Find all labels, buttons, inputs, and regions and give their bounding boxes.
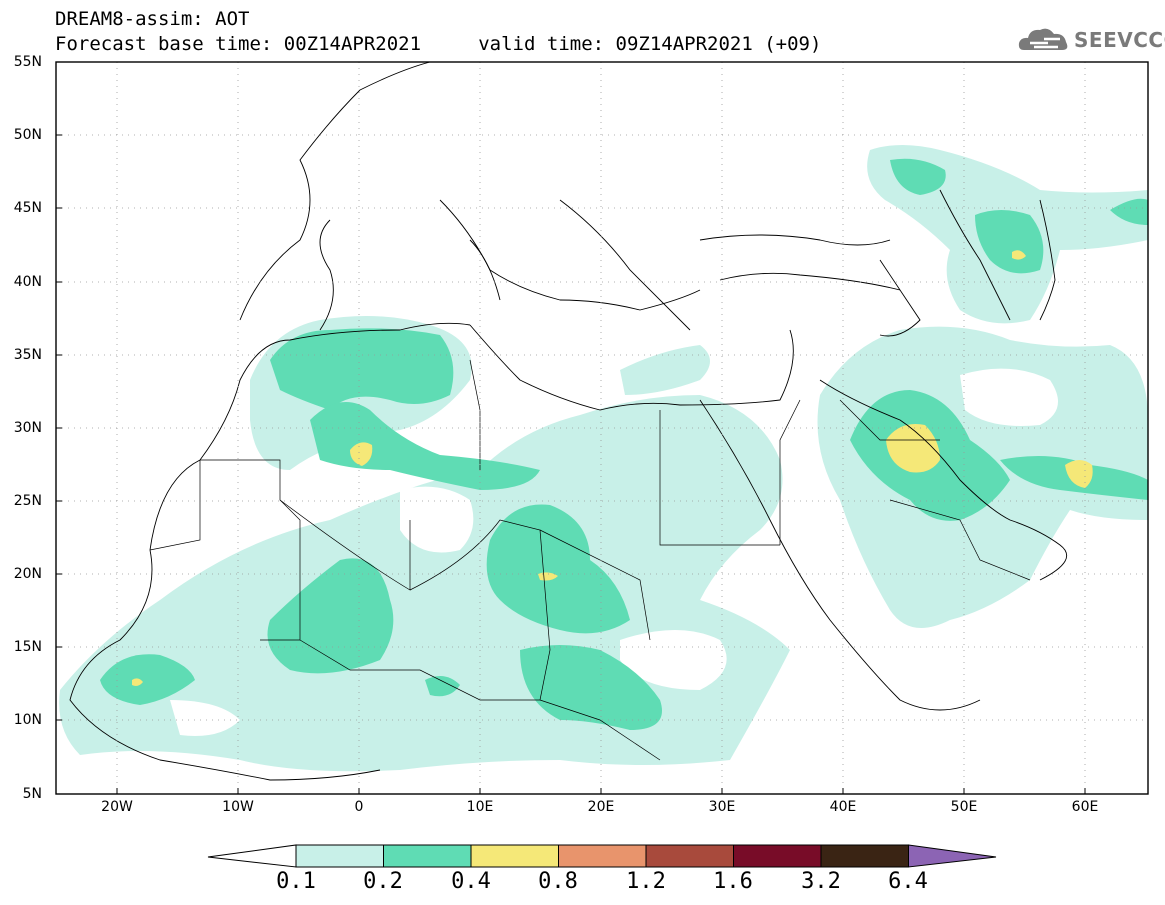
map-title: DREAM8-assim: AOT — [55, 8, 250, 30]
lon-label-20e: 20E — [587, 799, 615, 815]
colorbar-swatch-2 — [383, 844, 472, 868]
lon-label-10e: 10E — [466, 799, 494, 815]
aot-clear-areas — [170, 368, 1058, 736]
country-borders — [149, 359, 1031, 761]
colorbar-swatch-above — [908, 844, 997, 868]
lat-label-10n: 10N — [13, 712, 42, 728]
axis-ticks — [56, 134, 1086, 794]
colorbar-label-6-4: 6.4 — [888, 869, 928, 894]
colorbar-swatch-6 — [733, 844, 822, 868]
colorbar-swatch-3 — [470, 844, 559, 868]
lat-label-50n: 50N — [13, 127, 42, 143]
grid-lines — [56, 62, 1148, 794]
aot-shading-high — [132, 250, 1093, 686]
forecast-time-line: Forecast base time: 00Z14APR2021 valid t… — [55, 33, 822, 55]
coastlines — [69, 62, 1068, 781]
colorbar-swatch-1 — [295, 844, 384, 868]
logo-text: SEEVCCC — [1074, 28, 1165, 52]
lat-label-30n: 30N — [13, 420, 42, 436]
lon-label-60e: 60E — [1071, 799, 1099, 815]
colorbar-label-0-8: 0.8 — [538, 869, 578, 894]
colorbar-label-1-2: 1.2 — [626, 869, 666, 894]
lon-label-10w: 10W — [222, 799, 254, 815]
lon-label-50e: 50E — [950, 799, 978, 815]
colorbar — [207, 844, 997, 868]
colorbar-swatch-below — [207, 844, 297, 868]
lon-label-0: 0 — [354, 799, 364, 815]
lat-label-20n: 20N — [13, 566, 42, 582]
colorbar-swatch-5 — [645, 844, 734, 868]
lat-label-35n: 35N — [13, 347, 42, 363]
lon-label-20w: 20W — [101, 799, 133, 815]
lat-label-45n: 45N — [13, 200, 42, 216]
lat-label-55n: 55N — [13, 54, 42, 70]
colorbar-label-3-2: 3.2 — [801, 869, 841, 894]
colorbar-label-0-2: 0.2 — [363, 869, 403, 894]
colorbar-label-0-4: 0.4 — [451, 869, 491, 894]
colorbar-label-0-1: 0.1 — [276, 869, 316, 894]
colorbar-swatch-4 — [558, 844, 647, 868]
lat-label-25n: 25N — [13, 493, 42, 509]
colorbar-label-1-6: 1.6 — [713, 869, 753, 894]
lat-label-40n: 40N — [13, 274, 42, 290]
colorbar-swatch-7 — [820, 844, 909, 868]
cloud-logo-icon — [1018, 28, 1068, 50]
lat-label-15n: 15N — [13, 639, 42, 655]
lon-label-30e: 30E — [708, 799, 736, 815]
lon-label-40e: 40E — [829, 799, 857, 815]
lat-label-5n: 5N — [22, 786, 42, 802]
